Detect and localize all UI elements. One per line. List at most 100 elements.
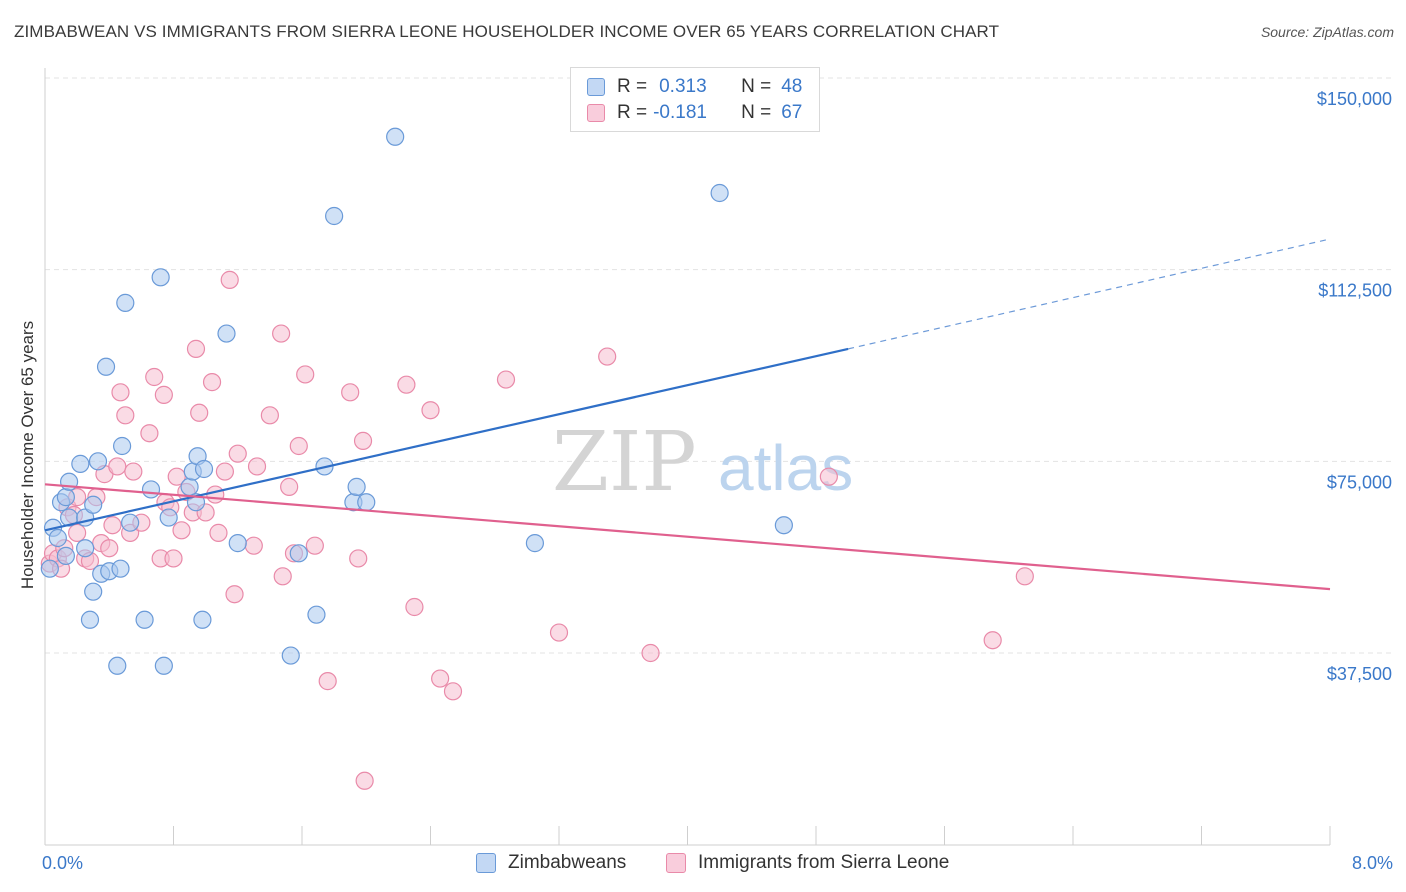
zimbabweans-point <box>307 605 326 624</box>
sierra-leone-point <box>296 365 315 384</box>
sierra-leone-point <box>341 383 360 402</box>
sierra-leone-point <box>260 406 279 425</box>
sierra-leone-point <box>443 682 463 701</box>
sierra-leone-point <box>247 457 267 476</box>
zimbabweans-point <box>357 493 376 512</box>
legend-swatch-pink <box>587 104 605 122</box>
zimbabweans-point <box>56 488 75 507</box>
sierra-leone-point <box>206 485 225 504</box>
legend-r-value: -0.181 <box>653 102 707 123</box>
chart-title: ZIMBABWEAN VS IMMIGRANTS FROM SIERRA LEO… <box>14 22 1000 41</box>
zimbabweans-point <box>80 610 100 629</box>
zimbabweans-point <box>108 656 127 675</box>
legend-swatch-pink <box>666 853 686 873</box>
watermark-atlas: atlas <box>718 432 853 504</box>
sierra-leone-point <box>164 549 183 568</box>
legend-r-label: R = <box>617 102 648 123</box>
y-tick-label: $37,500 <box>1327 664 1392 684</box>
sierra-leone-point <box>103 516 122 535</box>
series-legend: Zimbabweans Immigrants from Sierra Leone <box>0 852 1406 878</box>
sierra-leone-point <box>100 539 119 558</box>
grid-layer <box>45 77 1395 654</box>
sierra-leone-point <box>244 536 263 555</box>
zimbabweans-trend-extension <box>847 238 1331 350</box>
correlation-legend: R = 0.313 N = 48 R = -0.181 N = 67 <box>570 67 820 132</box>
zimbabweans-point <box>228 534 247 553</box>
zimbabweans-point <box>71 454 90 473</box>
zimbabweans-point <box>96 357 116 376</box>
watermark: ZIP atlas <box>552 415 853 510</box>
sierra-leone-point <box>496 370 516 389</box>
source-label: Source: ZipAtlas.com <box>1260 24 1394 40</box>
tick-labels: $37,500 $75,000 $112,500 $150,000 0.0% 8.0% <box>42 89 1393 873</box>
sierra-leone-point <box>598 347 617 366</box>
zimbabweans-point <box>135 610 154 629</box>
legend-swatch-blue <box>476 853 496 873</box>
legend-r-value: 0.313 <box>659 76 707 97</box>
sierra-leone-point <box>209 523 228 542</box>
y-tick-label: $75,000 <box>1327 472 1392 492</box>
sierra-leone-point <box>186 339 206 358</box>
zimbabweans-point <box>111 559 130 578</box>
zimbabweans-point <box>56 546 75 565</box>
zimbabweans-point <box>159 508 178 527</box>
legend-r-label: R = <box>617 76 648 97</box>
sierra-leone-trend-line <box>44 483 1331 591</box>
zimbabweans-point <box>386 127 405 146</box>
legend-n-value: 48 <box>781 76 803 97</box>
legend-item-sierra-leone: Immigrants from Sierra Leone <box>666 852 949 874</box>
sierra-leone-point <box>280 477 299 496</box>
zimbabweans-point <box>774 516 793 535</box>
sierra-leone-point <box>318 672 337 691</box>
sierra-leone-point <box>272 324 291 343</box>
sierra-leone-point <box>172 521 191 540</box>
zimbabweans-point <box>347 477 366 496</box>
sierra-leone-point <box>228 444 247 463</box>
sierra-leone-point <box>140 424 159 443</box>
legend-row-sierra-leone: R = -0.181 N = 67 <box>587 102 802 124</box>
sierra-leone-point <box>305 536 324 555</box>
watermark-zip: ZIP <box>552 415 697 510</box>
zimbabweans-trend-line <box>44 347 849 532</box>
zimbabweans-point <box>112 436 132 456</box>
zimbabweans-point <box>180 477 199 496</box>
zimbabweans-point <box>525 534 545 553</box>
legend-row-zimbabweans: R = 0.313 N = 48 <box>587 76 802 98</box>
sierra-leone-point <box>190 403 209 422</box>
series-pink-points <box>40 270 1034 790</box>
legend-label-sierra-leone: Immigrants from Sierra Leone <box>698 852 950 873</box>
sierra-leone-point <box>215 462 234 481</box>
legend-label-zimbabweans: Zimbabweans <box>508 852 627 873</box>
sierra-leone-point <box>421 401 440 420</box>
zimbabweans-point <box>84 495 103 514</box>
zimbabweans-point <box>48 528 67 548</box>
sierra-leone-point <box>145 367 164 387</box>
sierra-leone-point <box>549 623 569 642</box>
zimbabweans-point <box>151 268 170 287</box>
x-tick-label: 8.0% <box>1352 853 1393 873</box>
sierra-leone-point <box>154 385 173 404</box>
sierra-leone-point <box>405 597 424 617</box>
sierra-leone-point <box>641 643 660 663</box>
zimbabweans-point <box>325 206 344 226</box>
zimbabweans-point <box>289 544 308 563</box>
trend-lines <box>44 238 1331 591</box>
sierra-leone-point <box>225 585 244 604</box>
sierra-leone-point <box>273 567 292 586</box>
sierra-leone-point <box>819 467 838 486</box>
sierra-leone-point <box>108 457 127 476</box>
zimbabweans-point <box>194 459 214 479</box>
zimbabweans-point <box>217 324 236 343</box>
zimbabweans-point <box>193 610 212 629</box>
zimbabweans-point <box>84 582 103 601</box>
sierra-leone-point <box>397 375 416 394</box>
zimbabweans-point <box>116 293 135 312</box>
legend-n-label: N = <box>741 102 772 123</box>
zimbabweans-point <box>154 656 173 675</box>
x-tick-label: 0.0% <box>42 853 83 873</box>
zimbabweans-point <box>710 183 729 203</box>
sierra-leone-point <box>983 631 1002 650</box>
sierra-leone-point <box>68 523 87 542</box>
axes-layer <box>44 68 1331 846</box>
